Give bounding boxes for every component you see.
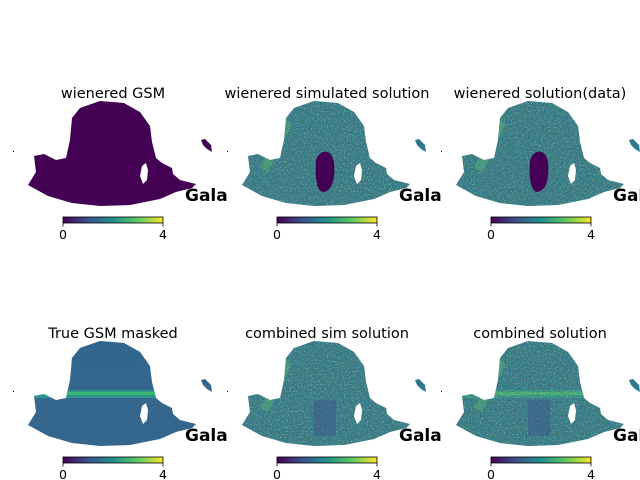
colorbar-tick-label: 4 <box>373 227 381 242</box>
sky-map <box>227 341 426 446</box>
sky-map <box>441 101 640 206</box>
colorbar-tick-label: 0 <box>487 227 495 242</box>
coordsys-label: Gala <box>185 186 228 206</box>
panel-title: True GSM masked <box>47 326 178 342</box>
panel-title: combined solution <box>473 326 607 342</box>
sky-map <box>227 101 426 206</box>
colorbar-tick-label: 4 <box>159 467 167 480</box>
coordsys-label: Gala <box>185 426 228 446</box>
sky-map <box>13 341 212 446</box>
colorbar-tick-label: 0 <box>59 467 67 480</box>
colorbar-tick-label: 4 <box>587 467 595 480</box>
sky-map <box>441 341 640 446</box>
colorbar-tick-label: 0 <box>59 227 67 242</box>
coordsys-label: Gala <box>399 186 442 206</box>
colorbar-tick-label: 0 <box>487 467 495 480</box>
panel-title: wienered simulated solution <box>225 86 430 102</box>
colorbar-tick-label: 0 <box>273 467 281 480</box>
colorbar-tick-label: 4 <box>373 467 381 480</box>
coordsys-label: Gala <box>399 426 442 446</box>
colorbar-tick-label: 0 <box>273 227 281 242</box>
coordsys-label: Gala <box>613 426 640 446</box>
panel-title: combined sim solution <box>245 326 409 342</box>
colorbar-tick-label: 4 <box>159 227 167 242</box>
coordsys-label: Gala <box>613 186 640 206</box>
panel-title: wienered solution(data) <box>454 86 627 102</box>
colorbar-tick-label: 4 <box>587 227 595 242</box>
panel-title: wienered GSM <box>61 86 165 102</box>
sky-map <box>13 101 212 206</box>
